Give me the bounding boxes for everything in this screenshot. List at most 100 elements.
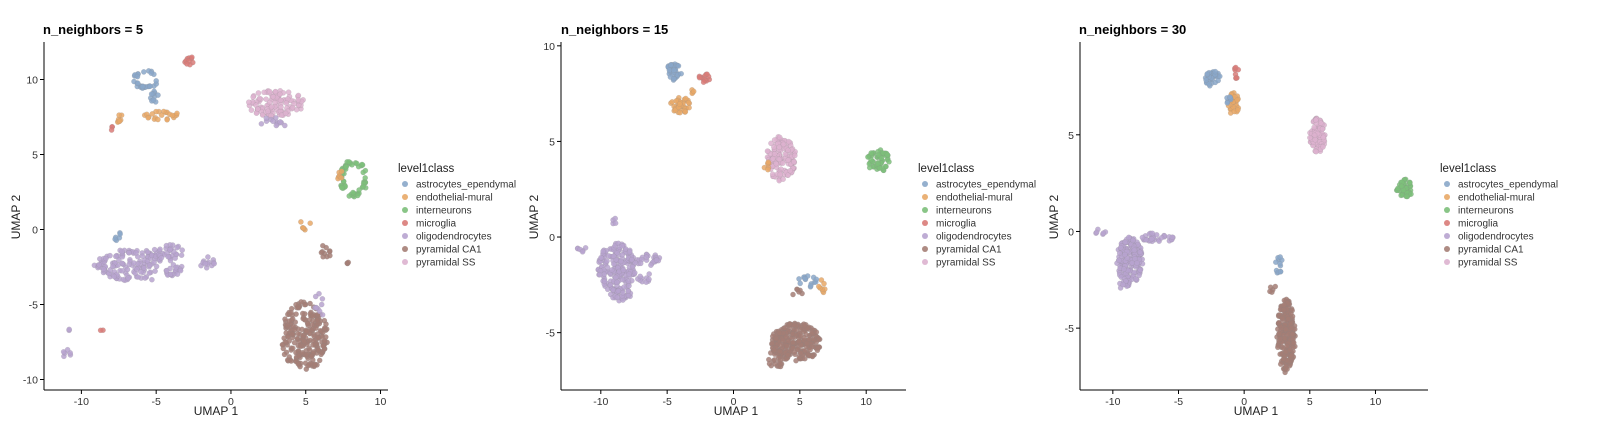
data-point — [780, 141, 787, 148]
data-point — [620, 267, 627, 273]
legend-label: endothelial-mural — [416, 193, 493, 204]
data-point — [1233, 75, 1239, 81]
legend-label: pyramidal SS — [416, 258, 476, 269]
data-point — [164, 117, 170, 123]
data-point — [1206, 81, 1212, 87]
data-point — [646, 271, 653, 277]
data-point — [1169, 234, 1176, 240]
data-point — [696, 74, 703, 81]
data-point — [152, 268, 158, 274]
data-point — [316, 357, 323, 364]
data-point — [259, 112, 266, 118]
legend: level1class astrocytes_ependymal endothel… — [918, 163, 1036, 269]
data-point — [119, 260, 126, 267]
data-point — [96, 261, 102, 268]
data-point — [165, 253, 171, 260]
data-point — [279, 341, 286, 348]
data-point — [290, 345, 296, 352]
data-point — [1149, 230, 1156, 237]
data-point — [1122, 251, 1128, 258]
data-point — [1212, 68, 1219, 75]
data-point — [174, 110, 180, 117]
legend-swatch — [922, 259, 928, 265]
data-point — [671, 67, 677, 74]
data-point — [265, 108, 271, 115]
scatter-points — [1093, 64, 1414, 376]
x-tick-label: -10 — [1105, 396, 1120, 408]
data-point — [597, 271, 603, 278]
data-point — [1276, 319, 1282, 326]
data-point — [100, 266, 107, 273]
y-axis-label: UMAP 2 — [9, 194, 23, 239]
data-point — [354, 192, 361, 199]
plot-area: -10 -5 0 5 10 -5 0 5 — [1065, 42, 1428, 408]
data-point — [146, 262, 153, 269]
data-point — [1275, 344, 1281, 351]
data-point — [147, 83, 153, 90]
legend-swatch — [1444, 246, 1450, 252]
data-point — [289, 331, 295, 337]
data-point — [791, 159, 797, 165]
data-point — [1131, 247, 1138, 254]
data-point — [619, 243, 626, 249]
data-point — [618, 258, 624, 265]
data-point — [765, 166, 771, 173]
data-point — [776, 156, 783, 163]
legend-title: level1class — [1440, 163, 1496, 175]
data-point — [346, 158, 352, 165]
data-point — [116, 112, 122, 118]
data-point — [619, 251, 626, 258]
data-point — [1217, 73, 1223, 80]
data-point — [682, 95, 689, 102]
legend: level1class astrocytes_ependymal endothel… — [398, 163, 516, 269]
data-point — [151, 246, 158, 253]
data-point — [149, 111, 156, 117]
data-point — [142, 275, 148, 281]
data-point — [353, 160, 360, 167]
data-point — [802, 275, 808, 282]
data-point — [614, 294, 621, 301]
legend-swatch — [922, 181, 928, 187]
data-point — [785, 352, 791, 358]
data-point — [177, 267, 184, 274]
data-point — [277, 119, 284, 125]
data-point — [1283, 326, 1289, 333]
data-point — [777, 171, 784, 178]
data-point — [1280, 306, 1287, 313]
data-point — [179, 247, 185, 253]
legend-title: level1class — [398, 163, 454, 175]
panel-title: n_neighbors = 15 — [561, 22, 668, 37]
data-point — [804, 340, 810, 347]
data-point — [298, 219, 304, 225]
legend-label: microglia — [416, 219, 456, 230]
data-point — [155, 116, 161, 123]
x-tick-label: -10 — [74, 396, 89, 408]
data-point — [797, 280, 804, 287]
y-tick-label: -10 — [23, 375, 38, 387]
data-point — [600, 248, 606, 255]
legend-label: pyramidal CA1 — [416, 245, 482, 256]
data-point — [1288, 324, 1295, 331]
data-point — [288, 309, 294, 316]
data-point — [338, 168, 345, 175]
data-point — [310, 342, 316, 348]
data-point — [626, 271, 632, 277]
y-tick-label: 5 — [549, 136, 555, 148]
data-point — [787, 167, 794, 174]
data-point — [108, 127, 115, 133]
data-point — [1404, 193, 1410, 200]
data-point — [316, 308, 323, 315]
data-point — [1307, 134, 1313, 141]
data-point — [319, 242, 326, 249]
data-point — [1121, 266, 1127, 272]
data-point — [169, 112, 176, 119]
data-point — [615, 287, 622, 294]
data-point — [1284, 343, 1290, 350]
panel-1: n_neighbors = 5 -10 -5 0 5 10 -10 -5 0 5 10 UMAP … — [9, 22, 516, 418]
data-point — [254, 106, 261, 112]
data-point — [764, 148, 771, 154]
data-point — [117, 231, 123, 237]
data-point — [813, 276, 820, 283]
data-point — [769, 340, 775, 347]
legend-label: microglia — [1458, 219, 1498, 230]
